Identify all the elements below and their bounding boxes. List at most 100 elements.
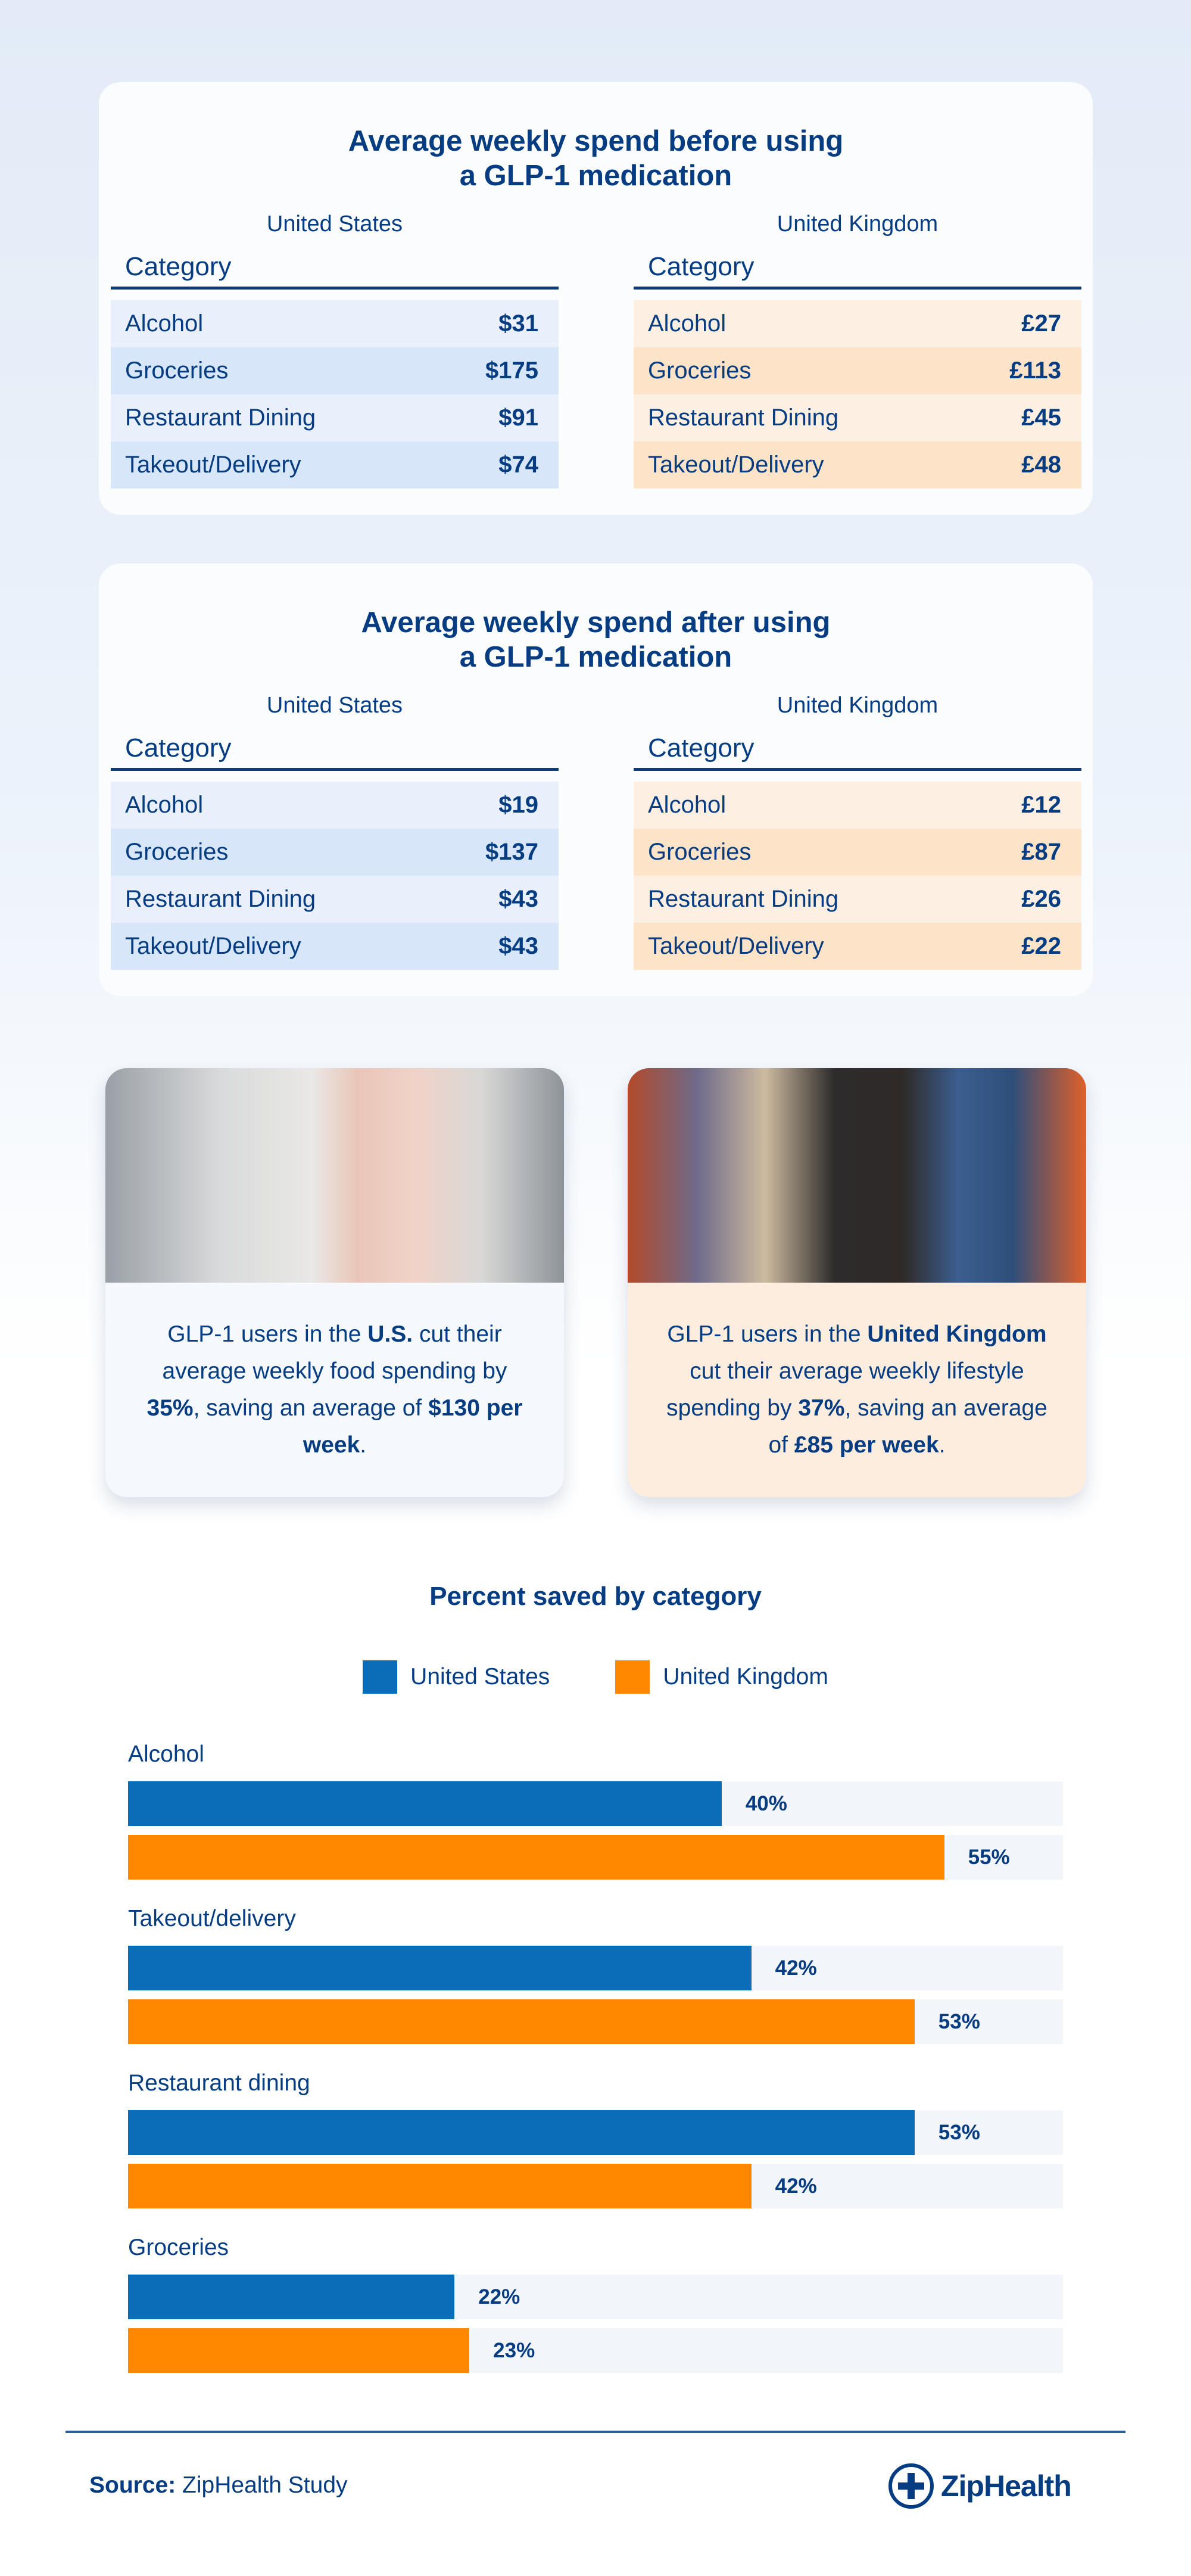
- table-row: Restaurant Dining $91: [111, 394, 559, 441]
- uk-summary-text: GLP-1 users in the United Kingdom cut th…: [666, 1321, 1047, 1458]
- bar-uk: [128, 2328, 470, 2373]
- country-label: United Kingdom: [777, 693, 939, 718]
- table-row: Restaurant Dining $43: [111, 876, 559, 923]
- country-label: United States: [266, 211, 403, 237]
- category-label: Groceries: [648, 839, 752, 865]
- bar-uk: [128, 2164, 752, 2208]
- bar-uk: [128, 1999, 915, 2044]
- uk-table: United Kingdom Category Alcohol £27 Grocerie…: [634, 206, 1081, 489]
- legend-label: United States: [410, 1664, 550, 1690]
- bar-value-label: 42%: [775, 1956, 817, 1980]
- chart-title: Percent saved by category: [429, 1582, 762, 1611]
- category-label: Groceries: [125, 839, 229, 865]
- bar-track: 23%: [128, 2328, 1063, 2373]
- bar-track: 40%: [128, 1781, 1063, 1826]
- category-label: Takeout/Delivery: [648, 933, 824, 959]
- category-label: Takeout/Delivery: [125, 933, 301, 959]
- bar-group: Restaurant dining 53% 42%: [128, 2065, 1063, 2217]
- bar-us: [128, 1946, 752, 1990]
- bar-track: 42%: [128, 2164, 1063, 2208]
- medical-cross-icon: [888, 2463, 934, 2509]
- category-label: Restaurant Dining: [648, 886, 839, 912]
- category-label: Alcohol: [128, 1741, 204, 1767]
- us-summary-text: GLP-1 users in the U.S. cut their averag…: [146, 1321, 523, 1458]
- uk-table: United Kingdom Category Alcohol £12 Grocerie…: [634, 687, 1081, 970]
- source-note: Source: ZipHealth Study: [89, 2472, 348, 2498]
- table-row: Alcohol $31: [111, 300, 559, 347]
- category-header: Category: [634, 242, 1081, 290]
- bar-value-label: 55%: [968, 1846, 1010, 1869]
- table-row: Alcohol £27: [634, 300, 1081, 347]
- category-label: Groceries: [125, 357, 229, 384]
- bar-group: Takeout/delivery 42% 53%: [128, 1901, 1063, 2053]
- ziphealth-logo: ZipHealth: [887, 2462, 1072, 2510]
- spend-value: £26: [1021, 886, 1061, 912]
- legend-swatch-uk: [615, 1660, 650, 1694]
- us-summary-card: GLP-1 users in the U.S. cut their averag…: [105, 1068, 564, 1497]
- legend-item-us: United States: [363, 1660, 550, 1694]
- category-label: Restaurant Dining: [648, 405, 839, 431]
- spend-value: $43: [498, 933, 538, 959]
- spend-value: £87: [1021, 839, 1061, 865]
- bar-track: 42%: [128, 1946, 1063, 1990]
- bar-uk: [128, 1835, 944, 1880]
- bar-group: Alcohol 40% 55%: [128, 1737, 1063, 1889]
- shopping-basket-photo: [628, 1068, 1086, 1283]
- spend-value: £113: [1009, 357, 1061, 384]
- spend-value: $175: [485, 357, 538, 384]
- table-row: Restaurant Dining £45: [634, 394, 1081, 441]
- table-row: Takeout/Delivery £48: [634, 441, 1081, 489]
- table-row: Groceries $175: [111, 347, 559, 394]
- table-title: Average weekly spend before using a GLP-1…: [348, 125, 844, 192]
- bar-us: [128, 2110, 915, 2155]
- category-label: Alcohol: [648, 792, 727, 818]
- category-label: Restaurant Dining: [125, 405, 316, 431]
- bar-value-label: 53%: [938, 2121, 980, 2144]
- category-label: Takeout/Delivery: [648, 452, 824, 478]
- spend-value: £22: [1021, 933, 1061, 959]
- category-label: Restaurant dining: [128, 2070, 310, 2096]
- bar-track: 53%: [128, 1999, 1063, 2044]
- spend-value: $19: [498, 792, 538, 818]
- bar-track: 53%: [128, 2110, 1063, 2155]
- chart-legend: United States United Kingdom: [0, 1660, 1191, 1694]
- category-header: Category: [111, 242, 559, 290]
- table-row: Groceries £113: [634, 347, 1081, 394]
- table-row: Restaurant Dining £26: [634, 876, 1081, 923]
- category-label: Groceries: [128, 2235, 229, 2260]
- legend-swatch-us: [363, 1660, 398, 1694]
- woman-eating-salad-photo: [105, 1068, 564, 1283]
- category-label: Takeout/Delivery: [125, 452, 301, 478]
- legend-item-uk: United Kingdom: [615, 1660, 828, 1694]
- bar-track: 55%: [128, 1835, 1063, 1880]
- table-row: Takeout/Delivery $43: [111, 923, 559, 970]
- bar-value-label: 53%: [938, 2010, 980, 2033]
- category-header: Category: [634, 723, 1081, 771]
- bar-us: [128, 2275, 455, 2319]
- spend-value: $31: [498, 310, 538, 337]
- spend-value: £45: [1021, 405, 1061, 431]
- us-table: United States Category Alcohol $31 Groceries…: [111, 206, 559, 489]
- table-row: Alcohol $19: [111, 782, 559, 829]
- uk-summary-card: GLP-1 users in the United Kingdom cut th…: [628, 1068, 1086, 1497]
- bar-value-label: 42%: [775, 2174, 817, 2198]
- spend-table-card: Average weekly spend after using a GLP-1 …: [99, 564, 1093, 996]
- us-table: United States Category Alcohol $19 Groceries…: [111, 687, 559, 970]
- bar-value-label: 22%: [478, 2285, 520, 2309]
- spend-table-card: Average weekly spend before using a GLP-1…: [99, 82, 1093, 515]
- spend-value: $43: [498, 886, 538, 912]
- table-row: Groceries $137: [111, 829, 559, 876]
- bar-group: Groceries 22% 23%: [128, 2230, 1063, 2382]
- category-label: Alcohol: [648, 310, 727, 337]
- category-label: Restaurant Dining: [125, 886, 316, 912]
- bar-value-label: 23%: [493, 2339, 535, 2362]
- spend-value: $74: [498, 452, 538, 478]
- table-row: Alcohol £12: [634, 782, 1081, 829]
- country-label: United States: [266, 693, 403, 718]
- category-label: Alcohol: [125, 792, 204, 818]
- category-label: Alcohol: [125, 310, 204, 337]
- category-label: Takeout/delivery: [128, 1906, 296, 1931]
- bar-us: [128, 1781, 722, 1826]
- spend-value: £12: [1021, 792, 1061, 818]
- table-row: Takeout/Delivery $74: [111, 441, 559, 489]
